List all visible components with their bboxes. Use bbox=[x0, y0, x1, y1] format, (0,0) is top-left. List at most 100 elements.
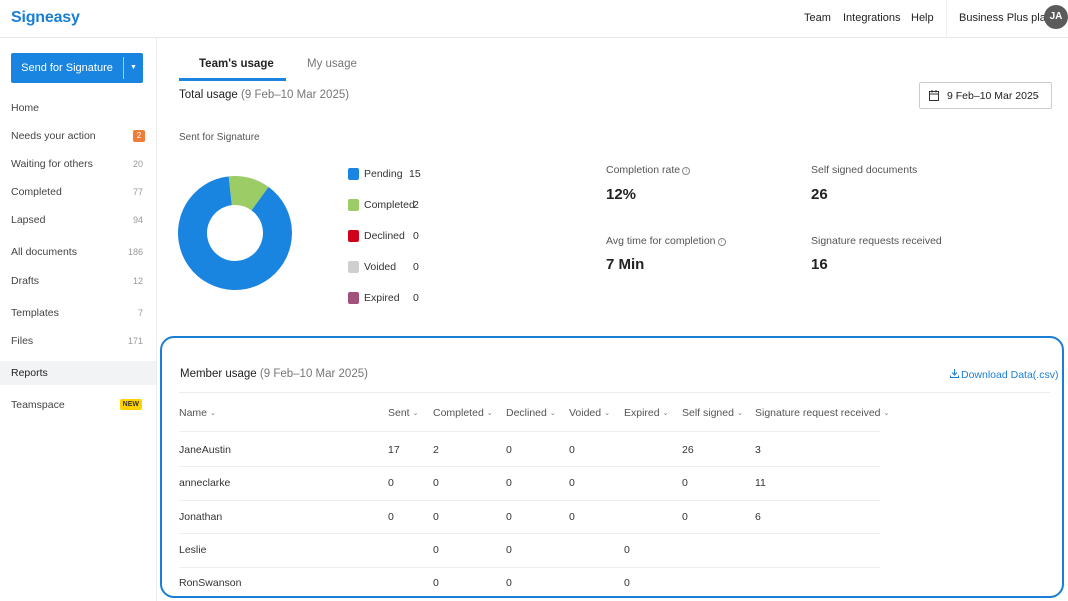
nav-help-link[interactable]: Help bbox=[911, 12, 934, 24]
legend-swatch bbox=[348, 199, 359, 211]
cell-declined: 0 bbox=[506, 444, 512, 456]
nav-team-link[interactable]: Team bbox=[804, 12, 831, 24]
cell-declined: 0 bbox=[506, 477, 512, 489]
donut-slice-completed bbox=[228, 176, 269, 211]
chevron-down-icon: ⌄ bbox=[1034, 91, 1041, 100]
member-usage-title: Member usage bbox=[180, 368, 257, 380]
donut-slice-pending bbox=[178, 176, 292, 290]
cell-declined: 0 bbox=[506, 577, 512, 589]
sidebar-item-label: Completed bbox=[11, 186, 62, 198]
sidebar-item-drafts[interactable]: Drafts 12 bbox=[0, 269, 156, 293]
date-range-picker[interactable]: 9 Feb–10 Mar 2025 ⌄ bbox=[919, 82, 1052, 109]
sidebar-item-home[interactable]: Home bbox=[0, 96, 156, 120]
legend-swatch bbox=[348, 292, 359, 304]
send-for-signature-button[interactable]: Send for Signature ▼ bbox=[11, 53, 143, 83]
sidebar-item-completed[interactable]: Completed 77 bbox=[0, 180, 156, 204]
sidebar-item-lapsed[interactable]: Lapsed 94 bbox=[0, 208, 156, 232]
cell-expired: 0 bbox=[624, 544, 630, 556]
info-icon[interactable]: i bbox=[682, 167, 691, 175]
sidebar-item-waiting-for-others[interactable]: Waiting for others 20 bbox=[0, 152, 156, 176]
sidebar-item-needs-your-action[interactable]: Needs your action 2 bbox=[0, 124, 156, 148]
sidebar-item-label: All documents bbox=[11, 246, 77, 258]
sidebar-item-label: Files bbox=[11, 335, 34, 347]
column-header-sent[interactable]: Sent ⌄ bbox=[388, 407, 419, 419]
legend-swatch bbox=[348, 261, 359, 273]
cell-requests-received: 6 bbox=[755, 511, 761, 523]
sidebar-item-count: 20 bbox=[132, 159, 143, 169]
sidebar-item-count: 94 bbox=[132, 215, 143, 225]
avg-time-label: Avg time for completion i bbox=[606, 235, 726, 247]
cell-voided: 0 bbox=[569, 477, 575, 489]
account-menu[interactable]: Business Plus plan JA bbox=[946, 0, 1068, 38]
chevron-down-icon: ⌄ bbox=[549, 410, 556, 417]
completion-rate-label: Completion rate i bbox=[606, 164, 691, 176]
legend-swatch bbox=[348, 168, 359, 180]
sidebar-item-templates[interactable]: Templates 7 bbox=[0, 301, 156, 325]
chevron-down-icon: ⌄ bbox=[412, 410, 419, 417]
column-header-signature-request-received[interactable]: Signature request received ⌄ bbox=[755, 407, 890, 419]
total-usage-range: (9 Feb–10 Mar 2025) bbox=[241, 89, 350, 101]
top-bar: Signeasy Team Integrations Help Business… bbox=[0, 0, 1068, 38]
active-tab-indicator bbox=[179, 78, 286, 81]
divider bbox=[179, 392, 1050, 393]
tab-teams-usage[interactable]: Team's usage bbox=[199, 58, 274, 70]
sidebar-item-files[interactable]: Files 171 bbox=[0, 329, 156, 353]
sidebar-item-label: Drafts bbox=[11, 275, 40, 287]
sidebar-item-count: 186 bbox=[127, 247, 143, 257]
column-header-expired[interactable]: Expired ⌄ bbox=[624, 407, 669, 419]
member-name: JaneAustin bbox=[179, 444, 231, 456]
sidebar-item-label: Templates bbox=[11, 307, 59, 319]
tab-my-usage[interactable]: My usage bbox=[307, 58, 357, 70]
column-header-completed[interactable]: Completed ⌄ bbox=[433, 407, 493, 419]
download-csv-link[interactable]: Download Data(.csv) bbox=[950, 369, 1058, 381]
cell-requests-received: 3 bbox=[755, 444, 761, 456]
chevron-down-icon: ⌄ bbox=[210, 410, 216, 417]
cell-completed: 0 bbox=[433, 477, 439, 489]
cell-completed: 0 bbox=[433, 544, 439, 556]
member-usage-panel-highlight bbox=[160, 336, 1064, 598]
send-options-chevron-down-icon[interactable]: ▼ bbox=[130, 64, 137, 71]
send-for-signature-label: Send for Signature bbox=[21, 62, 113, 74]
chevron-down-icon: ⌄ bbox=[662, 410, 669, 417]
column-header-declined[interactable]: Declined ⌄ bbox=[506, 407, 556, 419]
column-header-voided[interactable]: Voided ⌄ bbox=[569, 407, 610, 419]
column-header-self-signed[interactable]: Self signed ⌄ bbox=[682, 407, 743, 419]
cell-requests-received: 11 bbox=[755, 477, 766, 489]
calendar-icon bbox=[929, 90, 939, 101]
sidebar-item-label: Waiting for others bbox=[11, 158, 93, 170]
sidebar-item-all-documents[interactable]: All documents 186 bbox=[0, 240, 156, 264]
cell-self-signed: 0 bbox=[682, 511, 688, 523]
cell-expired: 0 bbox=[624, 577, 630, 589]
sidebar-item-count: 77 bbox=[132, 187, 143, 197]
cell-sent: 17 bbox=[388, 444, 400, 456]
member-name: anneclarke bbox=[179, 477, 231, 489]
chevron-down-icon: ⌄ bbox=[486, 410, 493, 417]
chevron-down-icon: ⌄ bbox=[883, 410, 890, 417]
sent-for-signature-donut-chart bbox=[178, 176, 292, 290]
cell-sent: 0 bbox=[388, 477, 394, 489]
sidebar-item-label: Lapsed bbox=[11, 214, 46, 226]
app-logo[interactable]: Signeasy bbox=[11, 9, 80, 26]
chevron-down-icon: ⌄ bbox=[604, 410, 610, 417]
sidebar-item-reports[interactable]: Reports bbox=[0, 361, 156, 385]
total-usage-title: Total usage bbox=[179, 89, 238, 101]
info-icon[interactable]: i bbox=[717, 238, 726, 246]
column-header-name[interactable]: Name ⌄ bbox=[179, 407, 216, 419]
member-name: Leslie bbox=[179, 544, 207, 556]
row-divider bbox=[179, 567, 880, 568]
legend-value: 15 bbox=[409, 168, 421, 180]
download-icon bbox=[950, 369, 959, 378]
avatar[interactable]: JA bbox=[1044, 5, 1068, 29]
plan-label: Business Plus plan bbox=[959, 12, 1052, 24]
sidebar-item-count: 171 bbox=[127, 336, 143, 346]
legend-label: Pending bbox=[364, 168, 403, 180]
row-divider bbox=[179, 466, 880, 467]
requests-received-value: 16 bbox=[811, 256, 828, 273]
cell-completed: 2 bbox=[433, 444, 439, 456]
legend-value: 2 bbox=[413, 199, 419, 211]
requests-received-label: Signature requests received bbox=[811, 235, 942, 247]
sidebar-item-teamspace[interactable]: Teamspace NEW bbox=[0, 393, 156, 417]
self-signed-label: Self signed documents bbox=[811, 164, 918, 176]
nav-integrations-link[interactable]: Integrations bbox=[843, 12, 901, 24]
legend-value: 0 bbox=[413, 261, 419, 273]
